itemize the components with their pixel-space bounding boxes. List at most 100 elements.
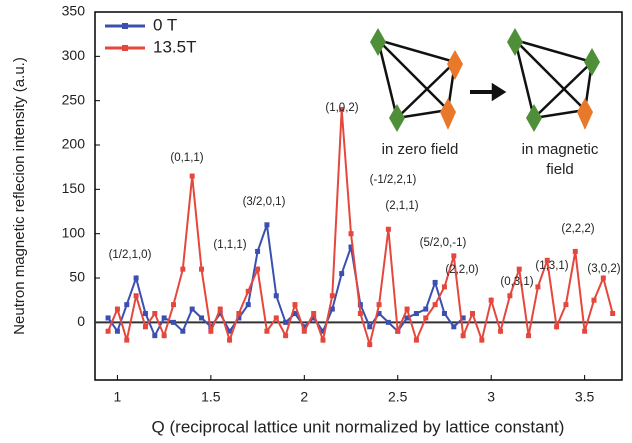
spin-up xyxy=(507,28,523,56)
y-axis-label: Neutron magnetic reflecion intensity (a.… xyxy=(11,57,28,335)
data-point xyxy=(273,315,279,321)
x-axis-label: Q (reciprocal lattice unit normalized by… xyxy=(152,417,565,436)
data-point xyxy=(367,324,373,330)
data-point xyxy=(385,226,391,232)
data-point xyxy=(535,284,541,290)
data-point xyxy=(245,302,251,308)
legend-marker xyxy=(122,23,128,29)
y-tick-label: 100 xyxy=(62,224,86,240)
data-point xyxy=(441,284,447,290)
data-point xyxy=(114,328,120,334)
arrow-head xyxy=(491,82,507,102)
data-point xyxy=(124,337,130,343)
data-point xyxy=(348,231,354,237)
data-point xyxy=(217,306,223,312)
legend-marker xyxy=(122,45,128,51)
x-tick-label: 3 xyxy=(487,389,495,405)
plot-frame xyxy=(94,11,623,381)
data-point xyxy=(170,302,176,308)
data-point xyxy=(469,310,475,316)
data-point xyxy=(217,310,223,316)
data-point xyxy=(180,328,186,334)
peak-annotation: (-1/2,2,1) xyxy=(370,174,417,186)
data-point xyxy=(245,288,251,294)
data-point xyxy=(498,328,504,334)
y-tick-label: 200 xyxy=(62,136,86,152)
legend-label: 13.5T xyxy=(153,37,196,56)
data-point xyxy=(124,302,130,308)
data-point xyxy=(264,328,270,334)
data-point xyxy=(413,310,419,316)
data-point xyxy=(329,293,335,299)
data-point xyxy=(199,266,205,272)
peak-annotation: (1/2,1,0) xyxy=(109,249,152,261)
data-point xyxy=(479,337,485,343)
y-tick-label: 50 xyxy=(69,269,85,285)
peak-annotation: (3/2,0,1) xyxy=(243,196,286,208)
data-point xyxy=(161,333,167,339)
data-point xyxy=(488,297,494,303)
spin-down xyxy=(577,98,593,130)
data-point xyxy=(170,319,176,325)
data-point xyxy=(516,266,522,272)
x-tick-label: 3.5 xyxy=(575,389,595,405)
data-point xyxy=(441,310,447,316)
data-point xyxy=(339,107,345,113)
legend-label: 0 T xyxy=(153,15,177,34)
data-point xyxy=(180,266,186,272)
data-point xyxy=(507,293,513,299)
data-point xyxy=(404,306,410,312)
data-point xyxy=(133,293,139,299)
data-point xyxy=(423,315,429,321)
inset-label: in zero field xyxy=(382,141,459,158)
spin-up xyxy=(526,104,542,132)
data-point xyxy=(544,257,550,263)
data-point xyxy=(292,302,298,308)
data-point xyxy=(432,279,438,285)
peak-annotation: (0,1,1) xyxy=(170,152,203,164)
peak-annotation: (1,1,1) xyxy=(213,239,246,251)
data-point xyxy=(376,302,382,308)
data-point xyxy=(292,310,298,316)
peak-annotation: (1,3,1) xyxy=(535,260,568,272)
data-point xyxy=(161,315,167,321)
data-point xyxy=(460,333,466,339)
data-point xyxy=(357,310,363,316)
data-point xyxy=(600,275,606,281)
data-point xyxy=(142,310,148,316)
data-point xyxy=(320,328,326,334)
data-point xyxy=(404,315,410,321)
peak-annotation: (2,2,2) xyxy=(561,223,594,235)
data-point xyxy=(423,306,429,312)
data-point xyxy=(395,328,401,334)
x-tick-label: 2.5 xyxy=(388,389,408,405)
spin-up xyxy=(370,28,386,56)
data-point xyxy=(348,244,354,250)
data-point xyxy=(320,337,326,343)
data-point xyxy=(451,253,457,259)
x-tick-label: 2 xyxy=(300,389,308,405)
peak-annotation: (2,1,1) xyxy=(385,200,418,212)
data-point xyxy=(105,328,111,334)
peak-annotation: (5/2,0,-1) xyxy=(420,237,467,249)
y-tick-label: 300 xyxy=(62,47,86,63)
data-point xyxy=(189,173,195,179)
series xyxy=(105,107,616,349)
y-tick-label: 250 xyxy=(62,91,86,107)
peak-annotation: (0,3,1) xyxy=(500,276,533,288)
data-point xyxy=(227,337,233,343)
data-point xyxy=(572,248,578,254)
data-point xyxy=(582,328,588,334)
data-point xyxy=(339,271,345,277)
data-point xyxy=(554,324,560,330)
x-tick-label: 1 xyxy=(114,389,122,405)
data-point xyxy=(301,328,307,334)
y-tick-label: 350 xyxy=(62,3,86,19)
data-point xyxy=(591,297,597,303)
data-point xyxy=(311,315,317,321)
data-point xyxy=(273,293,279,299)
y-tick-label: 150 xyxy=(62,180,86,196)
data-point xyxy=(367,342,373,348)
data-point xyxy=(451,324,457,330)
